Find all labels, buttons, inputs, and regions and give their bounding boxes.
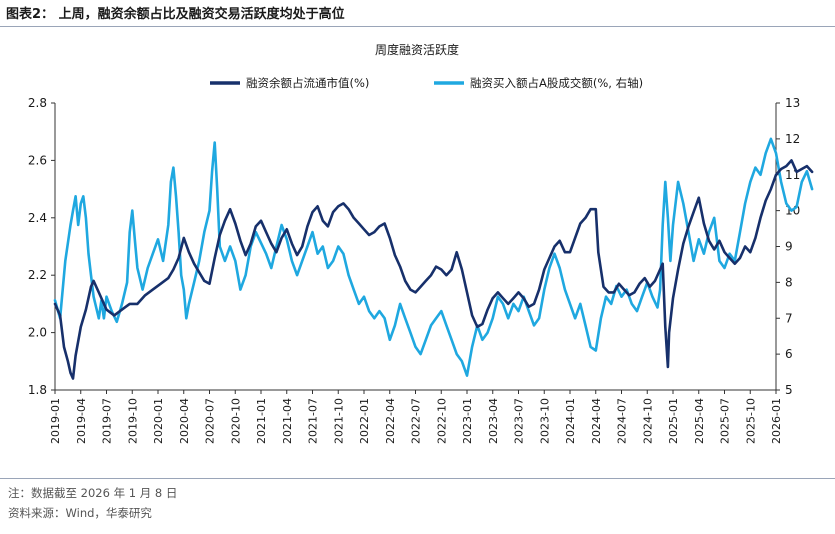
left-tick-label: 2.0 (28, 326, 47, 340)
legend-label-right: 融资买入额占A股成交额(%, 右轴) (470, 76, 643, 90)
x-tick-label: 2025-04 (693, 398, 706, 444)
x-tick-label: 2020-04 (178, 398, 191, 444)
x-tick-label: 2021-04 (281, 398, 294, 444)
figure-header: 图表2： 上周，融资余额占比及融资交易活跃度均处于高位 (0, 0, 835, 24)
line-chart: 周度融资活跃度 融资余额占流通市值(%) 融资买入额占A股成交额(%, 右轴) … (28, 42, 814, 444)
right-tick-label: 5 (785, 383, 793, 397)
x-tick-label: 2025-10 (744, 398, 757, 444)
figure-title: 图表2： 上周，融资余额占比及融资交易活跃度均处于高位 (6, 7, 345, 22)
right-tick-label: 8 (785, 275, 793, 289)
left-tick-label: 2.8 (28, 96, 47, 110)
x-tick-label: 2019-01 (49, 398, 62, 444)
right-tick-label: 12 (785, 132, 800, 146)
x-tick-label: 2021-07 (307, 398, 320, 444)
series-line-margin-buy-share (53, 137, 814, 377)
x-tick-label: 2025-01 (667, 398, 680, 444)
source-note: 资料来源：Wind，华泰研究 (8, 506, 152, 520)
x-tick-label: 2023-10 (538, 398, 551, 444)
right-tick-label: 9 (785, 240, 793, 254)
series-lines (53, 137, 814, 380)
legend-label-left: 融资余额占流通市值(%) (246, 76, 369, 90)
left-tick-label: 2.2 (28, 268, 47, 282)
x-tick-label: 2024-01 (564, 398, 577, 444)
footer-rule (0, 478, 835, 479)
x-tick-label: 2021-01 (255, 398, 268, 444)
x-tick-label: 2019-04 (75, 398, 88, 444)
left-tick-label: 2.4 (28, 211, 47, 225)
chart-title: 周度融资活跃度 (375, 42, 459, 57)
data-note: 注：数据截至 2026 年 1 月 8 日 (8, 486, 178, 500)
left-tick-label: 1.8 (28, 383, 47, 397)
right-tick-label: 6 (785, 347, 793, 361)
x-tick-label: 2023-01 (461, 398, 474, 444)
x-tick-label: 2021-10 (332, 398, 345, 444)
x-tick-label: 2020-07 (204, 398, 217, 444)
x-axis-ticks: 2019-01 2019-04 2019-07 2019-10 2020-01 2020-… (49, 390, 783, 444)
series-line-margin-balance (53, 159, 814, 380)
x-tick-label: 2022-10 (435, 398, 448, 444)
x-tick-label: 2024-04 (590, 398, 603, 444)
x-tick-label: 2023-04 (487, 398, 500, 444)
x-tick-label: 2022-01 (358, 398, 371, 444)
x-tick-label: 2023-07 (513, 398, 526, 444)
x-tick-label: 2024-10 (641, 398, 654, 444)
x-tick-label: 2026-01 (770, 398, 783, 444)
x-tick-label: 2020-01 (152, 398, 165, 444)
right-tick-label: 7 (785, 311, 793, 325)
x-tick-label: 2019-07 (101, 398, 114, 444)
left-axis-ticks: 1.8 2.0 2.2 2.4 2.6 2.8 (28, 96, 55, 397)
x-tick-label: 2022-07 (410, 398, 423, 444)
x-tick-label: 2019-10 (126, 398, 139, 444)
x-tick-label: 2024-07 (616, 398, 629, 444)
right-tick-label: 13 (785, 96, 800, 110)
x-tick-label: 2020-10 (229, 398, 242, 444)
left-tick-label: 2.6 (28, 153, 47, 167)
x-tick-label: 2025-07 (719, 398, 732, 444)
x-tick-label: 2022-04 (384, 398, 397, 444)
header-rule (0, 26, 835, 27)
legend: 融资余额占流通市值(%) 融资买入额占A股成交额(%, 右轴) (210, 76, 643, 90)
